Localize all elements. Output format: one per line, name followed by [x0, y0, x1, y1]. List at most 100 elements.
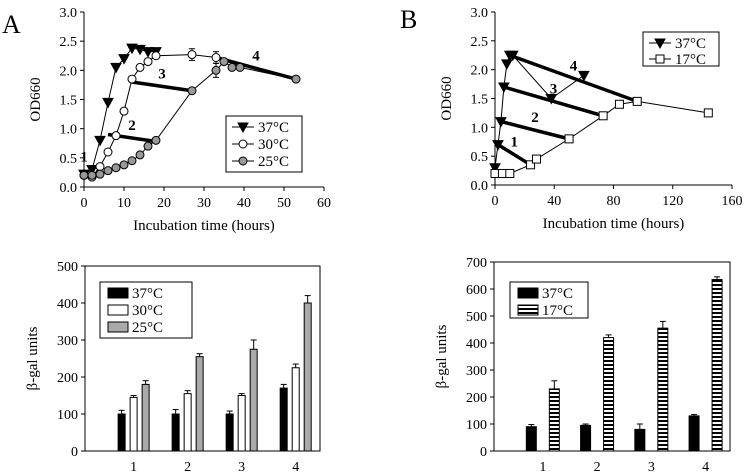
y-tick-label: 300 — [57, 334, 78, 349]
y-axis-label: β-gal units — [434, 324, 450, 388]
data-point — [219, 57, 229, 67]
legend-label: 25°C — [258, 154, 289, 170]
data-point — [111, 131, 121, 141]
x-tick-label: 1 — [539, 460, 546, 475]
x-tick-label: 2 — [594, 460, 601, 475]
legend-label: 37°C — [542, 286, 573, 302]
data-point — [632, 96, 642, 106]
y-tick-label: 0 — [480, 445, 487, 460]
data-point — [86, 165, 98, 176]
y-axis-label: OD660 — [439, 76, 455, 120]
data-point — [111, 163, 121, 173]
x-tick-label: 4 — [702, 460, 709, 475]
data-point — [102, 97, 114, 109]
segment-label-3: 3 — [550, 81, 558, 97]
chart-a-od-growth: 0.0 0.5 1.0 1.5 2.0 2.5 3.0 0 10 20 30 40 50 60 Incuba… — [28, 6, 331, 234]
legend-label: 30°C — [258, 137, 289, 153]
bar-37°C — [225, 413, 234, 452]
data-point — [291, 74, 301, 84]
data-point — [87, 170, 97, 180]
x-tick-label: 120 — [662, 194, 683, 209]
segment-line-1 — [497, 143, 532, 167]
y-tick-label: 1.0 — [60, 123, 78, 138]
y-tick-label: 3.0 — [60, 6, 78, 21]
bar-25°C — [249, 348, 258, 452]
data-point — [95, 162, 105, 172]
segment-label-1: 1 — [80, 150, 88, 166]
chart-b-od-growth: 0.0 0.5 1.0 1.5 2.0 2.5 3.0 0 40 80 120 160 Incubati… — [439, 6, 743, 232]
bar-30°C — [291, 367, 300, 452]
bar-30°C — [237, 395, 246, 452]
legend-label: 25°C — [132, 320, 163, 336]
bar-25°C — [303, 302, 312, 452]
bar-37°C — [688, 415, 700, 452]
bar-37°C — [634, 428, 646, 452]
segment-line-4 — [215, 55, 297, 81]
legend-marker — [237, 122, 249, 134]
segment-label-4: 4 — [252, 48, 260, 64]
data-point — [143, 141, 153, 151]
bar-37°C — [279, 387, 288, 452]
y-tick-label: 400 — [466, 337, 487, 352]
segment-label-1: 1 — [511, 135, 519, 151]
x-tick-label: 40 — [237, 196, 251, 211]
data-point — [94, 135, 106, 147]
data-point — [545, 94, 558, 105]
y-tick-label: 300 — [466, 364, 487, 379]
data-point — [135, 150, 145, 160]
y-tick-label: 500 — [466, 310, 487, 325]
bar-17°C — [603, 337, 615, 452]
legend-marker — [238, 156, 248, 166]
legend-label: 30°C — [132, 303, 163, 319]
data-point — [501, 59, 513, 70]
y-tick-label: 400 — [57, 297, 78, 312]
y-tick-label: 0.5 — [60, 152, 78, 167]
x-tick-label: 4 — [292, 460, 299, 475]
panel-label-a: A — [2, 10, 21, 39]
data-point — [103, 166, 113, 176]
bar-30°C — [129, 396, 138, 452]
segment-label-2: 2 — [128, 118, 136, 134]
x-tick-label: 10 — [117, 196, 131, 211]
x-tick-label: 50 — [277, 196, 291, 211]
y-axis-label: OD660 — [28, 77, 44, 121]
bar-37°C — [117, 413, 126, 452]
y-tick-label: 1.5 — [60, 94, 78, 109]
data-point — [95, 169, 105, 179]
data-point — [578, 70, 590, 82]
data-point — [103, 147, 113, 157]
series-line — [83, 54, 217, 178]
data-point — [497, 168, 507, 178]
chart-b-bgal-bars: 0 100 200 300 400 500 600 700 β-gal units 1 2 3 4 37°… — [434, 256, 731, 475]
segment-line-3 — [131, 80, 193, 93]
y-tick-label: 2.0 — [60, 64, 78, 79]
y-tick-label: 0 — [71, 445, 78, 460]
x-tick-label: 60 — [317, 196, 331, 211]
data-point — [126, 43, 138, 55]
legend-marker — [654, 38, 666, 50]
bar-37°C — [171, 413, 180, 452]
data-point — [151, 135, 161, 145]
y-tick-label: 0.5 — [471, 150, 489, 165]
y-tick-label: 100 — [57, 408, 78, 423]
y-tick-label: 100 — [466, 418, 487, 433]
data-point — [142, 47, 154, 58]
segment-label-4: 4 — [570, 58, 578, 74]
bar-25°C — [141, 383, 150, 452]
data-point — [490, 168, 500, 178]
data-point — [564, 134, 574, 144]
data-point — [492, 140, 504, 151]
y-tick-label: 1.0 — [471, 121, 489, 136]
bar-17°C — [548, 388, 560, 452]
x-tick-label: 20 — [157, 196, 171, 211]
y-tick-label: 2.5 — [471, 35, 489, 50]
data-point — [505, 168, 515, 178]
chart-a-bgal-bars: 0 100 200 300 400 500 β-gal units 1 2 3 4 37°C30°C2… — [25, 260, 321, 475]
legend-label: 17°C — [675, 52, 706, 68]
bar-17°C — [657, 327, 669, 452]
legend-swatch — [107, 304, 129, 316]
y-tick-label: 3.0 — [471, 6, 489, 21]
data-point — [526, 160, 536, 170]
data-point — [211, 53, 221, 62]
